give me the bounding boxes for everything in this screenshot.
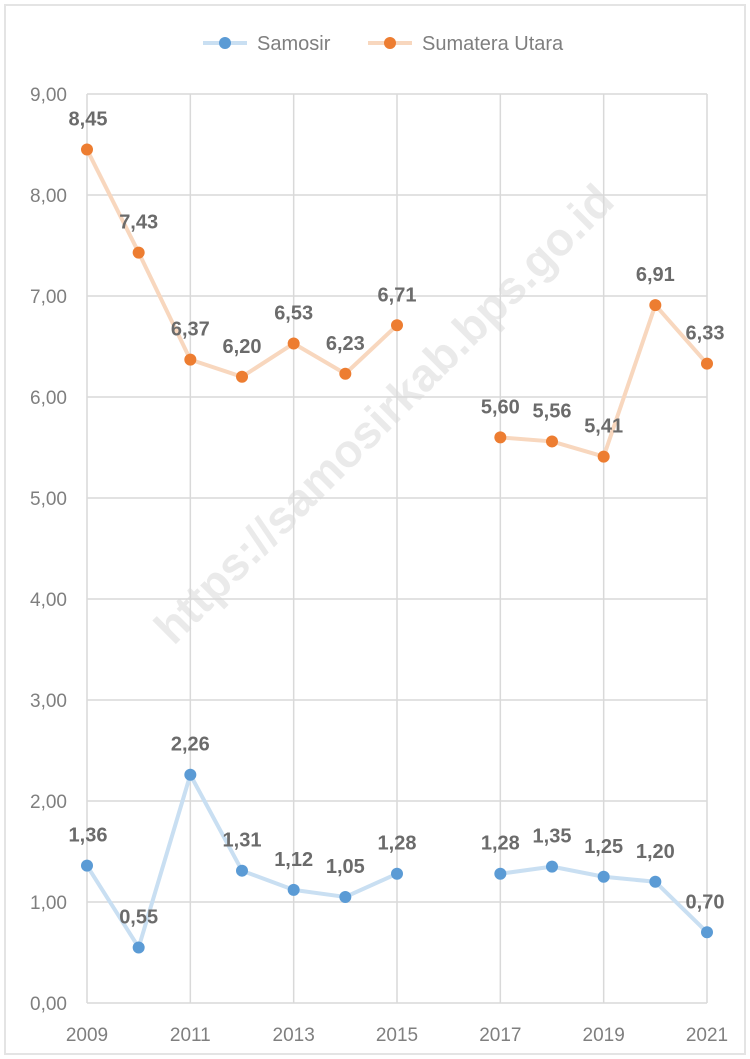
y-tick-label: 1,00 <box>30 893 67 914</box>
gridlines <box>86 93 708 1004</box>
data-label: 5,41 <box>584 416 623 438</box>
data-point[interactable] <box>184 768 197 781</box>
y-tick-label: 3,00 <box>30 691 67 712</box>
data-label: 6,53 <box>274 302 313 324</box>
x-tick-label: 2009 <box>66 1025 108 1046</box>
data-label: 0,70 <box>686 891 725 913</box>
data-point[interactable] <box>546 860 558 873</box>
x-tick-label: 2021 <box>686 1025 728 1046</box>
legend-item: Sumatera Utara <box>368 33 564 55</box>
x-tick-label: 2015 <box>376 1025 418 1046</box>
data-label: 1,35 <box>533 826 572 848</box>
data-label: 1,28 <box>481 833 520 855</box>
legend: Samosir Sumatera Utara <box>203 33 564 55</box>
y-tick-label: 7,00 <box>30 287 67 308</box>
data-label: 5,56 <box>533 400 572 422</box>
data-point[interactable] <box>701 926 713 939</box>
axes: 0,00 1,00 2,00 3,00 4,00 5,00 6,00 7,00 8,00 9,00… <box>30 85 728 1046</box>
data-label: 6,23 <box>326 333 365 355</box>
data-point[interactable] <box>494 867 507 880</box>
data-label: 1,05 <box>326 856 365 878</box>
y-tick-label: 0,00 <box>30 994 67 1015</box>
legend-item: Samosir <box>203 33 331 55</box>
data-label: 1,25 <box>584 836 623 858</box>
series-layer <box>81 143 713 954</box>
data-point[interactable] <box>391 319 403 332</box>
data-point[interactable] <box>236 864 248 877</box>
data-point[interactable] <box>649 875 662 888</box>
data-point[interactable] <box>339 890 352 903</box>
data-point[interactable] <box>494 431 507 444</box>
data-label: 6,33 <box>686 323 725 345</box>
data-label: 6,91 <box>636 264 675 286</box>
legend-marker <box>219 37 231 49</box>
y-tick-label: 2,00 <box>30 792 67 813</box>
data-point[interactable] <box>597 870 610 883</box>
data-point[interactable] <box>649 299 662 312</box>
data-point[interactable] <box>132 246 145 259</box>
x-tick-label: 2017 <box>479 1025 521 1046</box>
data-point[interactable] <box>81 859 93 872</box>
x-tick-label: 2019 <box>583 1025 625 1046</box>
legend-label: Samosir <box>257 33 331 55</box>
data-point[interactable] <box>391 867 403 880</box>
series-sumatera-utara <box>81 143 713 463</box>
legend-marker <box>384 37 396 49</box>
data-label: 1,20 <box>636 841 675 863</box>
legend-label: Sumatera Utara <box>422 33 564 55</box>
data-label: 7,43 <box>119 212 158 234</box>
x-tick-label: 2011 <box>170 1025 211 1046</box>
data-label: 1,12 <box>274 849 313 871</box>
data-point[interactable] <box>184 353 197 366</box>
data-point[interactable] <box>132 941 145 954</box>
data-label: 1,28 <box>378 833 417 855</box>
data-label: 5,60 <box>481 396 520 418</box>
data-label: 8,45 <box>69 109 108 131</box>
data-label: 2,26 <box>171 734 210 756</box>
chart-border <box>4 4 746 1055</box>
data-point[interactable] <box>287 337 300 350</box>
y-tick-label: 8,00 <box>30 186 67 207</box>
x-tick-label: 2013 <box>273 1025 315 1046</box>
y-tick-label: 9,00 <box>30 85 67 106</box>
data-point[interactable] <box>597 450 610 463</box>
data-label: 6,20 <box>223 336 262 358</box>
data-point[interactable] <box>287 883 300 896</box>
data-labels: 1,36 0,55 2,26 1,31 1,12 1,05 1,28 1,28 1,35 1,25… <box>69 109 725 929</box>
data-label: 6,37 <box>171 319 210 341</box>
data-point[interactable] <box>81 143 93 156</box>
data-label: 1,36 <box>69 825 108 847</box>
data-point[interactable] <box>339 367 352 380</box>
data-label: 6,71 <box>378 284 417 306</box>
y-tick-label: 4,00 <box>30 590 67 611</box>
y-tick-label: 5,00 <box>30 489 67 510</box>
series-samosir <box>81 768 713 954</box>
data-label: 1,31 <box>223 830 262 852</box>
y-tick-label: 6,00 <box>30 388 67 409</box>
data-label: 0,55 <box>119 906 158 928</box>
data-point[interactable] <box>546 435 558 448</box>
data-point[interactable] <box>236 370 248 383</box>
data-point[interactable] <box>701 357 713 370</box>
